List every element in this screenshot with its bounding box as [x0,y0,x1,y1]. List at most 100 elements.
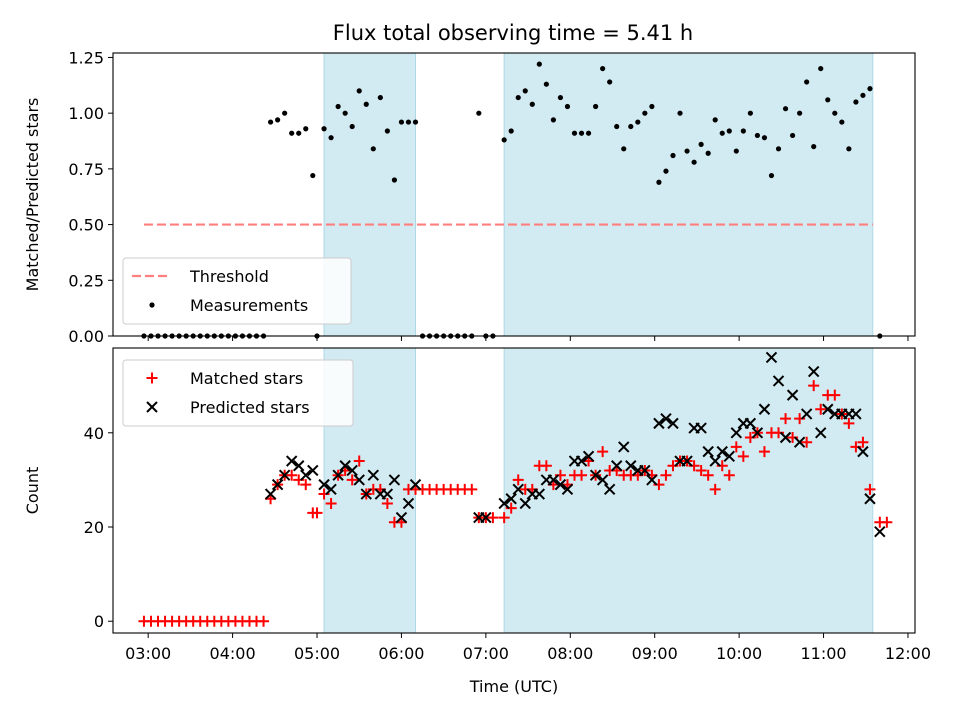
predicted-point [278,469,291,481]
predicted-point [367,469,380,481]
matched-point [325,497,337,509]
matched-point [857,436,869,448]
predicted-point [596,474,609,486]
measurement-point [670,152,676,159]
predicted-point [318,478,330,491]
measurement-point [768,172,775,179]
predicted-point [480,511,492,524]
matched-point [487,512,499,524]
measurement-point [677,110,683,116]
y-tick-label: 1.25 [68,48,104,67]
measurement-point [267,119,274,125]
matched-point [815,403,827,415]
measurement-point [719,130,725,136]
matched-point [346,474,358,486]
measurement-point [775,146,782,152]
measurement-point [412,119,419,125]
predicted-point [603,483,616,496]
predicted-point [325,483,337,496]
measurement-point [740,128,746,134]
measurement-point [600,65,606,72]
predicted-point [512,483,524,496]
matched-point [808,380,820,392]
measurement-point [405,119,412,125]
matched-point [311,507,323,519]
predicted-point [744,417,757,430]
predicted-point [807,365,820,378]
predicted-point [793,436,806,448]
measurement-point [508,128,514,134]
measurement-point [825,97,831,103]
measurement-point [705,150,711,156]
predicted-point [611,460,623,472]
matched-point [286,469,298,481]
measurement-point [797,110,803,116]
legend-box [122,359,354,427]
legend-predicted-swatch [146,401,158,413]
predicted-point [751,427,764,439]
matched-point [258,615,270,627]
predicted-point [505,493,517,505]
predicted-point [646,474,658,486]
predicted-point [360,488,372,500]
matched-point [695,464,707,476]
measurement-point [733,148,739,154]
predicted-point [681,455,693,467]
predicted-point [667,417,679,430]
legend-label: Matched stars [190,369,303,388]
legend-box [122,257,352,325]
measurement-point [363,101,369,107]
measurement-point [789,132,796,139]
measurement-point [536,61,542,67]
legend-label: Predicted stars [190,398,310,417]
measurement-point [289,130,295,136]
measurement-point [698,141,704,147]
y-axis-label: Count [23,467,42,515]
matched-point [466,483,478,495]
measurement-point [747,110,753,116]
predicted-point [519,497,531,510]
measurement-point [303,126,309,132]
matched-point [498,512,510,524]
legend: Matched stars Predicted stars [122,359,354,427]
measurement-point [628,123,634,130]
measurement-point [853,99,859,105]
matched-point [737,450,749,462]
measurement-point [839,119,845,125]
measurement-point [296,130,302,136]
predicted-point [779,431,792,444]
measurement-point [501,137,507,143]
measurement-point [811,143,817,150]
predicted-point [547,474,560,486]
matched-point [512,474,524,486]
measurement-point [275,117,281,123]
measurement-point [860,92,866,98]
matched-point [381,497,393,509]
measurement-point [349,123,355,130]
matched-point [702,469,714,481]
measurement-point [726,128,732,134]
x-tick-label: 05:00 [294,644,340,663]
y-tick-label: 0 [94,612,104,631]
predicted-point [307,464,319,477]
measurement-point [550,117,556,123]
measurement-point [578,130,585,136]
measurement-point [818,65,824,72]
predicted-point [815,427,827,439]
measurement-point [782,106,789,112]
x-tick-label: 09:00 [632,644,678,663]
predicted-point [381,488,394,500]
measurement-point [377,94,383,101]
legend-matched-swatch [146,372,158,384]
predicted-point [723,450,735,463]
predicted-point [285,455,298,467]
measurement-point [356,88,362,94]
predicted-point [346,464,358,477]
measurement-point [328,135,334,141]
predicted-point [618,441,630,453]
predicted-point [639,464,651,477]
matched-point [540,460,552,472]
measurement-point [614,123,620,130]
measurement-point [656,179,662,185]
